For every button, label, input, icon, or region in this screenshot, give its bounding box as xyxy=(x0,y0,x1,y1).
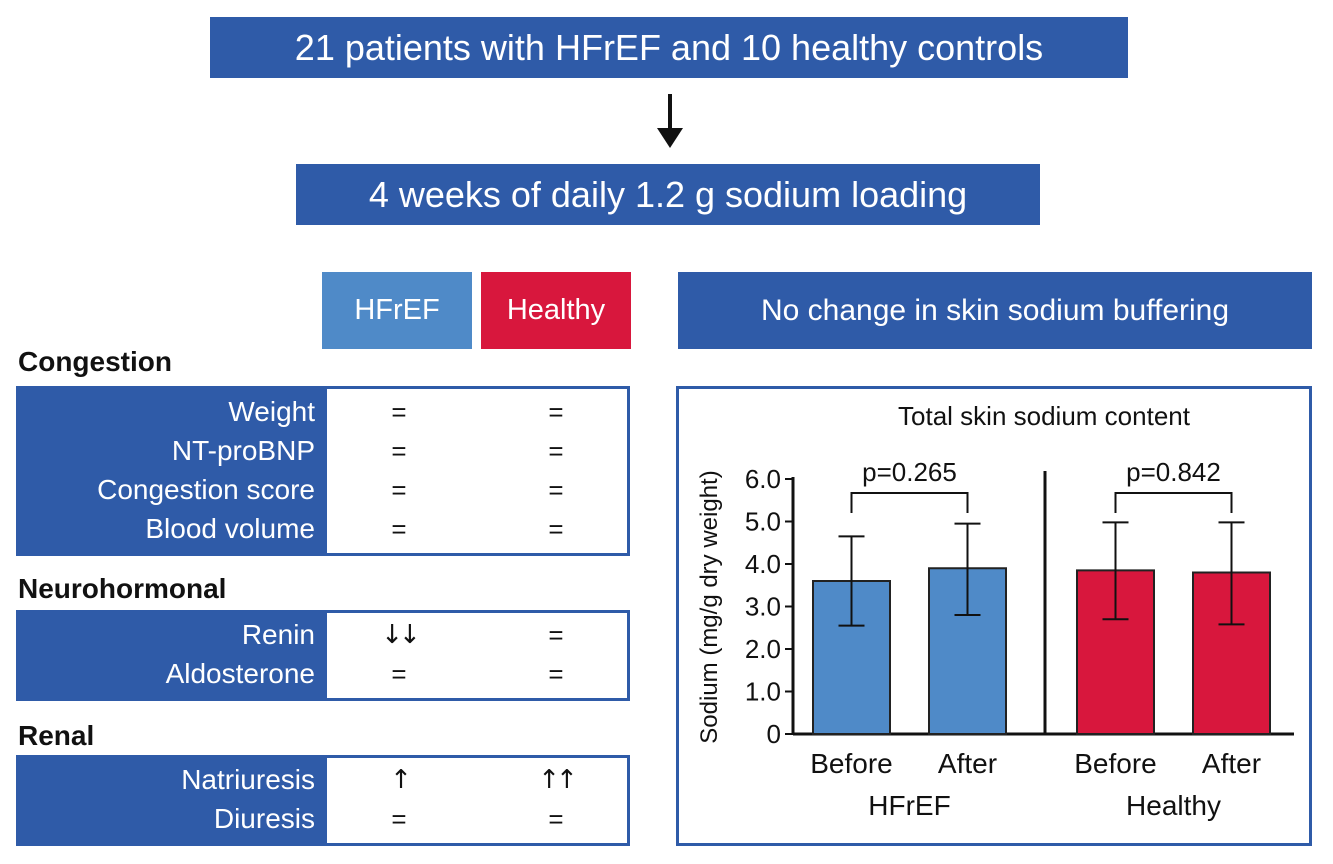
x-tick-label: After xyxy=(938,748,997,779)
label-column xyxy=(19,613,327,698)
bar-chart: Total skin sodium content Sodium (mg/g dr… xyxy=(696,401,1294,821)
group-label: Healthy xyxy=(1126,790,1221,821)
hfref-value: = xyxy=(391,436,407,466)
significance-bracket xyxy=(1114,492,1233,513)
y-tick-label: 4.0 xyxy=(745,549,781,579)
x-tick-label: Before xyxy=(810,748,893,779)
table-row: Blood volume = = xyxy=(19,509,627,549)
chart-title: Total skin sodium content xyxy=(898,401,1191,431)
row-label: Weight xyxy=(228,396,315,427)
x-tick-label: After xyxy=(1202,748,1261,779)
skin-sodium-chart: Total skin sodium content Sodium (mg/g dr… xyxy=(676,386,1312,846)
hfref-value: ↓↓ xyxy=(381,620,421,650)
row-label: Blood volume xyxy=(145,513,315,544)
congestion-table: Weight = = NT-proBNP = = Congestion scor… xyxy=(16,386,630,556)
hfref-value: = xyxy=(391,514,407,544)
healthy-value: = xyxy=(548,659,564,689)
healthy-value: = xyxy=(548,620,564,650)
p-value-label: p=0.265 xyxy=(862,457,957,487)
table-row: Natriuresis ↑ ↑↑ xyxy=(19,760,627,800)
section-title-congestion: Congestion xyxy=(18,346,172,377)
healthy-value: = xyxy=(548,804,564,834)
neurohormonal-table: Renin ↓↓ = Aldosterone = = xyxy=(16,610,630,701)
row-label: Congestion score xyxy=(97,474,315,505)
table-row: Weight = = xyxy=(19,392,627,432)
section-title-renal: Renal xyxy=(18,720,95,751)
renal-table: Natriuresis ↑ ↑↑ Diuresis = = xyxy=(16,755,630,846)
y-tick-label: 3.0 xyxy=(745,592,781,622)
y-tick-label: 2.0 xyxy=(745,634,781,664)
group-label: HFrEF xyxy=(868,790,950,821)
y-tick-label: 1.0 xyxy=(745,677,781,707)
significance-bracket xyxy=(850,492,969,513)
row-label: Renin xyxy=(241,619,315,650)
hfref-column-header: HFrEF xyxy=(322,272,472,349)
down-arrow-icon xyxy=(657,94,683,148)
p-value-label: p=0.842 xyxy=(1126,457,1221,487)
table-row: Congestion score = = xyxy=(19,470,627,510)
table-row: Aldosterone = = xyxy=(19,654,627,694)
table-row: Diuresis = = xyxy=(19,799,627,839)
healthy-value: = xyxy=(548,514,564,544)
y-tick-label: 6.0 xyxy=(745,464,781,494)
row-label: Aldosterone xyxy=(165,658,315,689)
section-title-neurohormonal: Neurohormonal xyxy=(18,573,227,604)
hfref-value: ↑ xyxy=(390,765,412,795)
row-label: NT-proBNP xyxy=(171,435,315,466)
hfref-value: = xyxy=(391,475,407,505)
sodium-loading-box: 4 weeks of daily 1.2 g sodium loading xyxy=(296,164,1040,225)
healthy-value: ↑↑ xyxy=(538,765,578,795)
y-tick-label: 5.0 xyxy=(745,507,781,537)
y-axis-label: Sodium (mg/g dry weight) xyxy=(696,470,723,743)
healthy-value: = xyxy=(548,397,564,427)
healthy-column-header: Healthy xyxy=(481,272,631,349)
healthy-value: = xyxy=(548,475,564,505)
skin-sodium-header: No change in skin sodium buffering xyxy=(678,272,1312,349)
row-label: Diuresis xyxy=(213,803,315,834)
healthy-value: = xyxy=(548,436,564,466)
table-row: Renin ↓↓ = xyxy=(19,615,627,655)
row-label: Natriuresis xyxy=(181,764,315,795)
hfref-value: = xyxy=(391,397,407,427)
x-tick-label: Before xyxy=(1074,748,1157,779)
table-row: NT-proBNP = = xyxy=(19,431,627,471)
label-column xyxy=(19,758,327,843)
hfref-value: = xyxy=(391,659,407,689)
patients-box: 21 patients with HFrEF and 10 healthy co… xyxy=(210,17,1128,78)
y-tick-label: 0 xyxy=(767,719,781,749)
hfref-value: = xyxy=(391,804,407,834)
label-column xyxy=(19,389,327,553)
bar xyxy=(1076,569,1155,735)
